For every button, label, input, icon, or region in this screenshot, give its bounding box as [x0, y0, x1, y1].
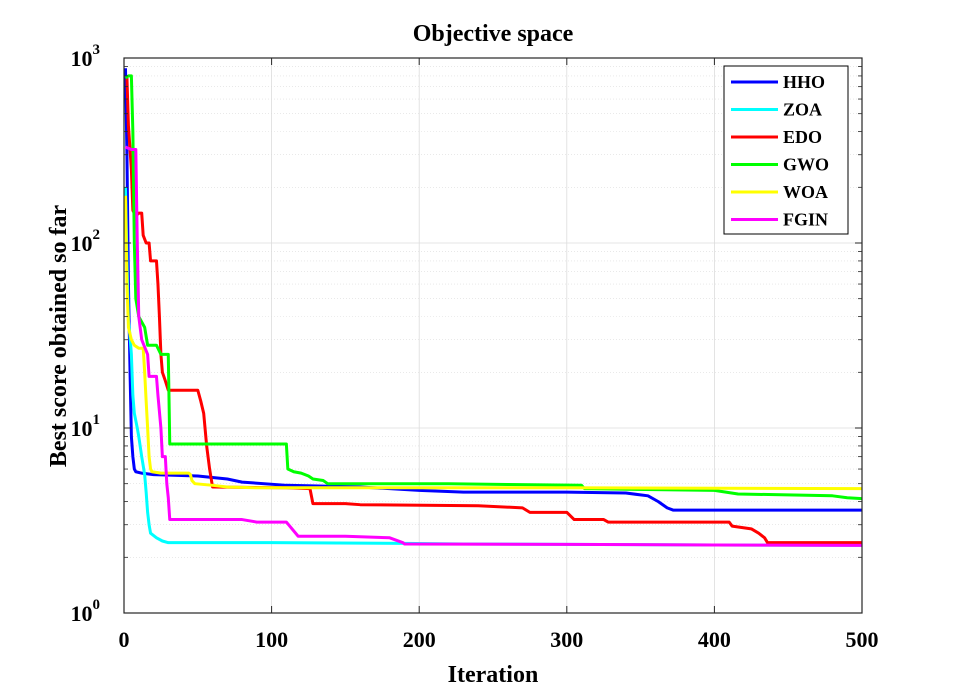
legend: HHO ZOA EDO GWO WOA FGIN: [723, 65, 849, 235]
legend-label-fgin: FGIN: [783, 210, 828, 230]
y-tick-label: 100: [71, 597, 101, 626]
series-layer: [123, 68, 863, 547]
chart-title: Objective space: [413, 21, 574, 47]
series-line-fgin: [124, 145, 863, 547]
y-tick-label: 103: [71, 42, 101, 71]
x-axis-label: Iteration: [448, 662, 539, 688]
series-line-hho: [123, 68, 862, 512]
tick-marks: [123, 57, 863, 614]
x-tick-label: 300: [550, 627, 583, 652]
legend-label-edo: EDO: [783, 127, 822, 147]
legend-label-hho: HHO: [783, 72, 825, 92]
y-tick-label: 101: [71, 412, 101, 441]
legend-box: [723, 65, 849, 235]
y-tick-label: 102: [71, 227, 101, 256]
legend-label-zoa: ZOA: [783, 100, 822, 120]
y-axis-label: Best score obtained so far: [46, 205, 72, 468]
x-tick-labels: 0 100 200 300 400 500: [119, 627, 879, 652]
series-line-edo: [125, 77, 862, 545]
plot-frame: [123, 57, 863, 614]
x-tick-label: 0: [119, 627, 130, 652]
legend-label-woa: WOA: [783, 182, 828, 202]
legend-label-gwo: GWO: [783, 155, 829, 175]
x-tick-label: 100: [255, 627, 288, 652]
x-tick-label: 400: [698, 627, 731, 652]
x-tick-label: 200: [403, 627, 436, 652]
series-line-woa: [123, 195, 863, 491]
x-tick-label: 500: [846, 627, 879, 652]
y-tick-labels: 100 101 102 103: [71, 42, 101, 626]
